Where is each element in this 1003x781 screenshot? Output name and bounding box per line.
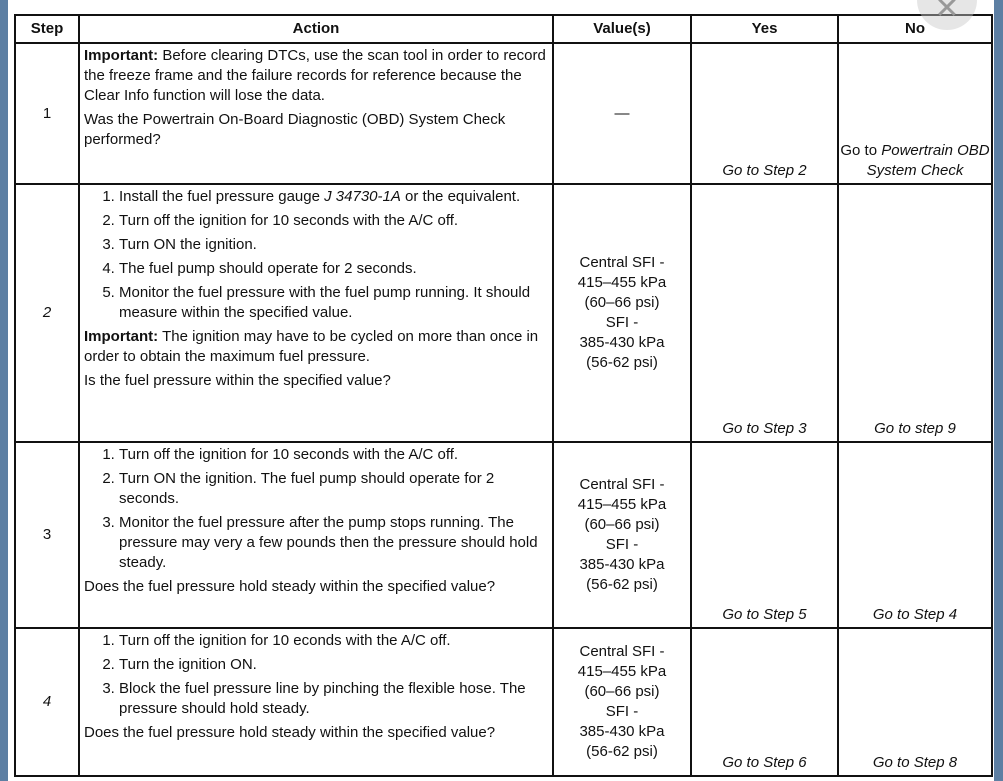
list-item: Monitor the fuel pressure after the pump… bbox=[119, 513, 548, 573]
list-item: The fuel pump should operate for 2 secon… bbox=[119, 259, 548, 279]
no-cell: Go to Step 8 bbox=[837, 627, 993, 777]
header-step: Step bbox=[14, 14, 80, 44]
important-label: Important: bbox=[84, 328, 159, 345]
header-yes: Yes bbox=[690, 14, 839, 44]
no-prefix: Go to bbox=[840, 142, 882, 159]
list-item: Turn off the ignition for 10 econds with… bbox=[119, 631, 548, 651]
step-number: 3 bbox=[14, 441, 80, 629]
action-cell: Install the fuel pressure gauge J 34730-… bbox=[78, 183, 554, 443]
important-text: The ignition may have to be cycled on mo… bbox=[84, 328, 539, 365]
close-button[interactable]: ✕ bbox=[917, 0, 977, 30]
close-icon: ✕ bbox=[934, 0, 960, 25]
header-no: No bbox=[837, 14, 993, 44]
right-window-edge bbox=[994, 0, 1003, 781]
step-number: 4 bbox=[14, 627, 80, 777]
action-cell: Turn off the ignition for 10 seconds wit… bbox=[78, 441, 554, 629]
step-number: 1 bbox=[14, 42, 80, 185]
question: Is the fuel pressure within the specifie… bbox=[84, 372, 391, 389]
step-number: 2 bbox=[14, 183, 80, 443]
value-cell: Central SFI -415–455 kPa (60–66 psi) SFI -… bbox=[552, 441, 692, 629]
list-item: Turn off the ignition for 10 seconds wit… bbox=[119, 211, 548, 231]
yes-cell: Go to Step 2 bbox=[690, 42, 839, 185]
header-values: Value(s) bbox=[552, 14, 692, 44]
no-cell: Go to step 9 bbox=[837, 183, 993, 443]
tool-number: J 34730-1A bbox=[324, 188, 401, 205]
header-action: Action bbox=[78, 14, 554, 44]
important-text: Before clearing DTCs, use the scan tool … bbox=[84, 47, 546, 104]
diagnostic-table: Step Action Value(s) Yes No 1 Important:… bbox=[14, 14, 993, 777]
action-cell: Important: Before clearing DTCs, use the… bbox=[78, 42, 554, 185]
question: Was the Powertrain On-Board Diagnostic (… bbox=[84, 111, 506, 148]
no-cell: Go to Step 4 bbox=[837, 441, 993, 629]
list-item: Turn the ignition ON. bbox=[119, 655, 548, 675]
table-row: 2 Install the fuel pressure gauge J 3473… bbox=[14, 183, 993, 443]
important-label: Important: bbox=[84, 47, 159, 64]
table-row: 3 Turn off the ignition for 10 seconds w… bbox=[14, 441, 993, 629]
list-item: Turn ON the ignition. The fuel pump shou… bbox=[119, 469, 548, 509]
header-row: Step Action Value(s) Yes No bbox=[14, 14, 993, 44]
value-cell: Central SFI -415–455 kPa (60–66 psi) SFI -… bbox=[552, 627, 692, 777]
action-cell: Turn off the ignition for 10 econds with… bbox=[78, 627, 554, 777]
yes-cell: Go to Step 5 bbox=[690, 441, 839, 629]
left-window-edge bbox=[0, 0, 8, 781]
value-cell: Central SFI -415–455 kPa (60–66 psi) SFI -… bbox=[552, 183, 692, 443]
list-item: Block the fuel pressure line by pinching… bbox=[119, 679, 548, 719]
list-item: Turn ON the ignition. bbox=[119, 235, 548, 255]
no-cell: Go to Powertrain OBD System Check bbox=[837, 42, 993, 185]
no-link: Powertrain OBD System Check bbox=[866, 142, 990, 179]
yes-cell: Go to Step 3 bbox=[690, 183, 839, 443]
question: Does the fuel pressure hold steady withi… bbox=[84, 724, 496, 741]
value-cell: — bbox=[552, 42, 692, 185]
list-item: Monitor the fuel pressure with the fuel … bbox=[119, 283, 548, 323]
yes-cell: Go to Step 6 bbox=[690, 627, 839, 777]
table-row: 1 Important: Before clearing DTCs, use t… bbox=[14, 42, 993, 185]
table-row: 4 Turn off the ignition for 10 econds wi… bbox=[14, 627, 993, 777]
list-item: Install the fuel pressure gauge J 34730-… bbox=[119, 187, 548, 207]
list-item: Turn off the ignition for 10 seconds wit… bbox=[119, 445, 548, 465]
question: Does the fuel pressure hold steady withi… bbox=[84, 578, 496, 595]
